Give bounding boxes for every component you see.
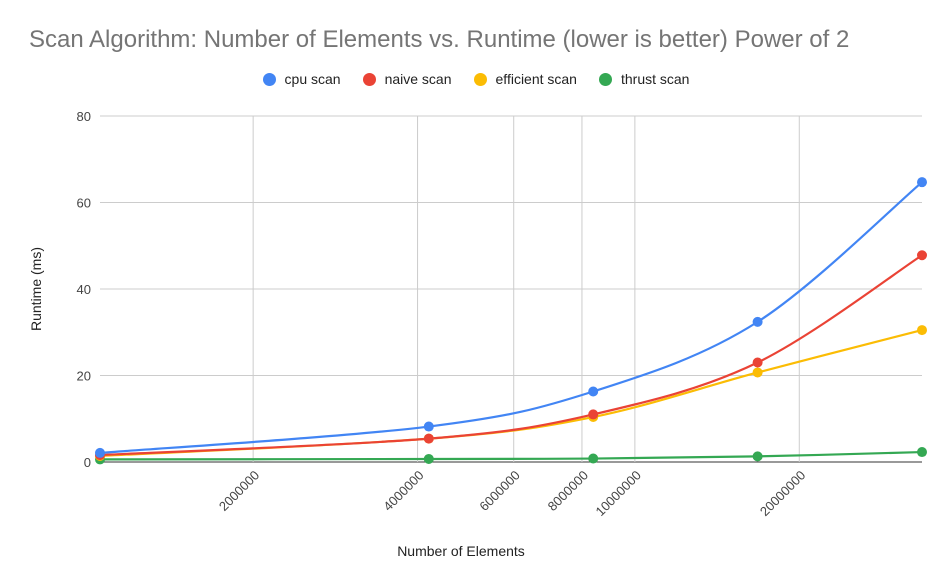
- y-axis-ticks: 0 20 40 60 80: [77, 109, 91, 470]
- legend-marker-thrust-scan: [598, 72, 612, 86]
- data-point-naive-scan: [588, 409, 599, 420]
- legend-item-cpu-scan[interactable]: cpu scan: [262, 71, 341, 87]
- x-axis-ticks: 2000000 4000000 6000000 8000000 10000000 2000…: [216, 468, 809, 520]
- y-axis-title: Runtime (ms): [28, 247, 44, 331]
- data-point-cpu-scan: [752, 316, 763, 327]
- x-tick-label: 8000000: [545, 468, 591, 514]
- y-tick-label: 80: [77, 109, 91, 124]
- series-points: [95, 177, 927, 465]
- series-line-thrust-scan: [99, 450, 923, 461]
- x-tick-label: 2000000: [216, 468, 262, 514]
- y-tick-label: 20: [77, 369, 91, 384]
- y-tick-label: 40: [77, 282, 91, 297]
- data-point-thrust-scan: [752, 451, 763, 462]
- data-point-naive-scan: [752, 357, 763, 368]
- x-axis-title: Number of Elements: [397, 543, 525, 559]
- data-point-naive-scan: [423, 433, 434, 444]
- data-point-cpu-scan: [423, 421, 434, 432]
- chart-legend: cpu scan naive scan efficient scan thrus…: [0, 71, 952, 87]
- legend-marker-naive-scan: [362, 72, 376, 86]
- legend-item-naive-scan[interactable]: naive scan: [362, 71, 452, 87]
- legend-label-naive-scan: naive scan: [384, 71, 452, 87]
- series-line-naive-scan: [99, 254, 923, 457]
- series-lines: [99, 181, 923, 461]
- legend-item-efficient-scan[interactable]: efficient scan: [473, 71, 577, 87]
- series-line-cpu-scan: [99, 181, 923, 455]
- y-tick-label: 0: [84, 455, 91, 470]
- x-tick-label: 4000000: [380, 468, 426, 514]
- data-point-naive-scan: [917, 250, 927, 261]
- series-line-efficient-scan: [99, 329, 923, 458]
- x-tick-label: 20000000: [757, 468, 809, 520]
- data-point-cpu-scan: [917, 177, 927, 188]
- data-point-cpu-scan: [95, 447, 105, 458]
- legend-label-thrust-scan: thrust scan: [620, 71, 690, 87]
- legend-marker-efficient-scan: [473, 72, 487, 86]
- data-point-thrust-scan: [588, 453, 599, 464]
- x-tick-label: 10000000: [592, 468, 644, 520]
- data-point-efficient-scan: [917, 325, 927, 336]
- x-tick-label: 6000000: [476, 468, 522, 514]
- y-tick-label: 60: [77, 196, 91, 211]
- chart-grid: [100, 115, 922, 463]
- legend-marker-cpu-scan: [262, 72, 276, 86]
- data-point-thrust-scan: [917, 447, 927, 458]
- legend-item-thrust-scan[interactable]: thrust scan: [598, 71, 690, 87]
- legend-label-cpu-scan: cpu scan: [284, 71, 341, 87]
- data-point-thrust-scan: [423, 453, 434, 464]
- legend-label-efficient-scan: efficient scan: [495, 71, 577, 87]
- data-point-cpu-scan: [588, 386, 599, 397]
- chart-title: Scan Algorithm: Number of Elements vs. R…: [29, 26, 850, 53]
- data-point-efficient-scan: [752, 367, 763, 378]
